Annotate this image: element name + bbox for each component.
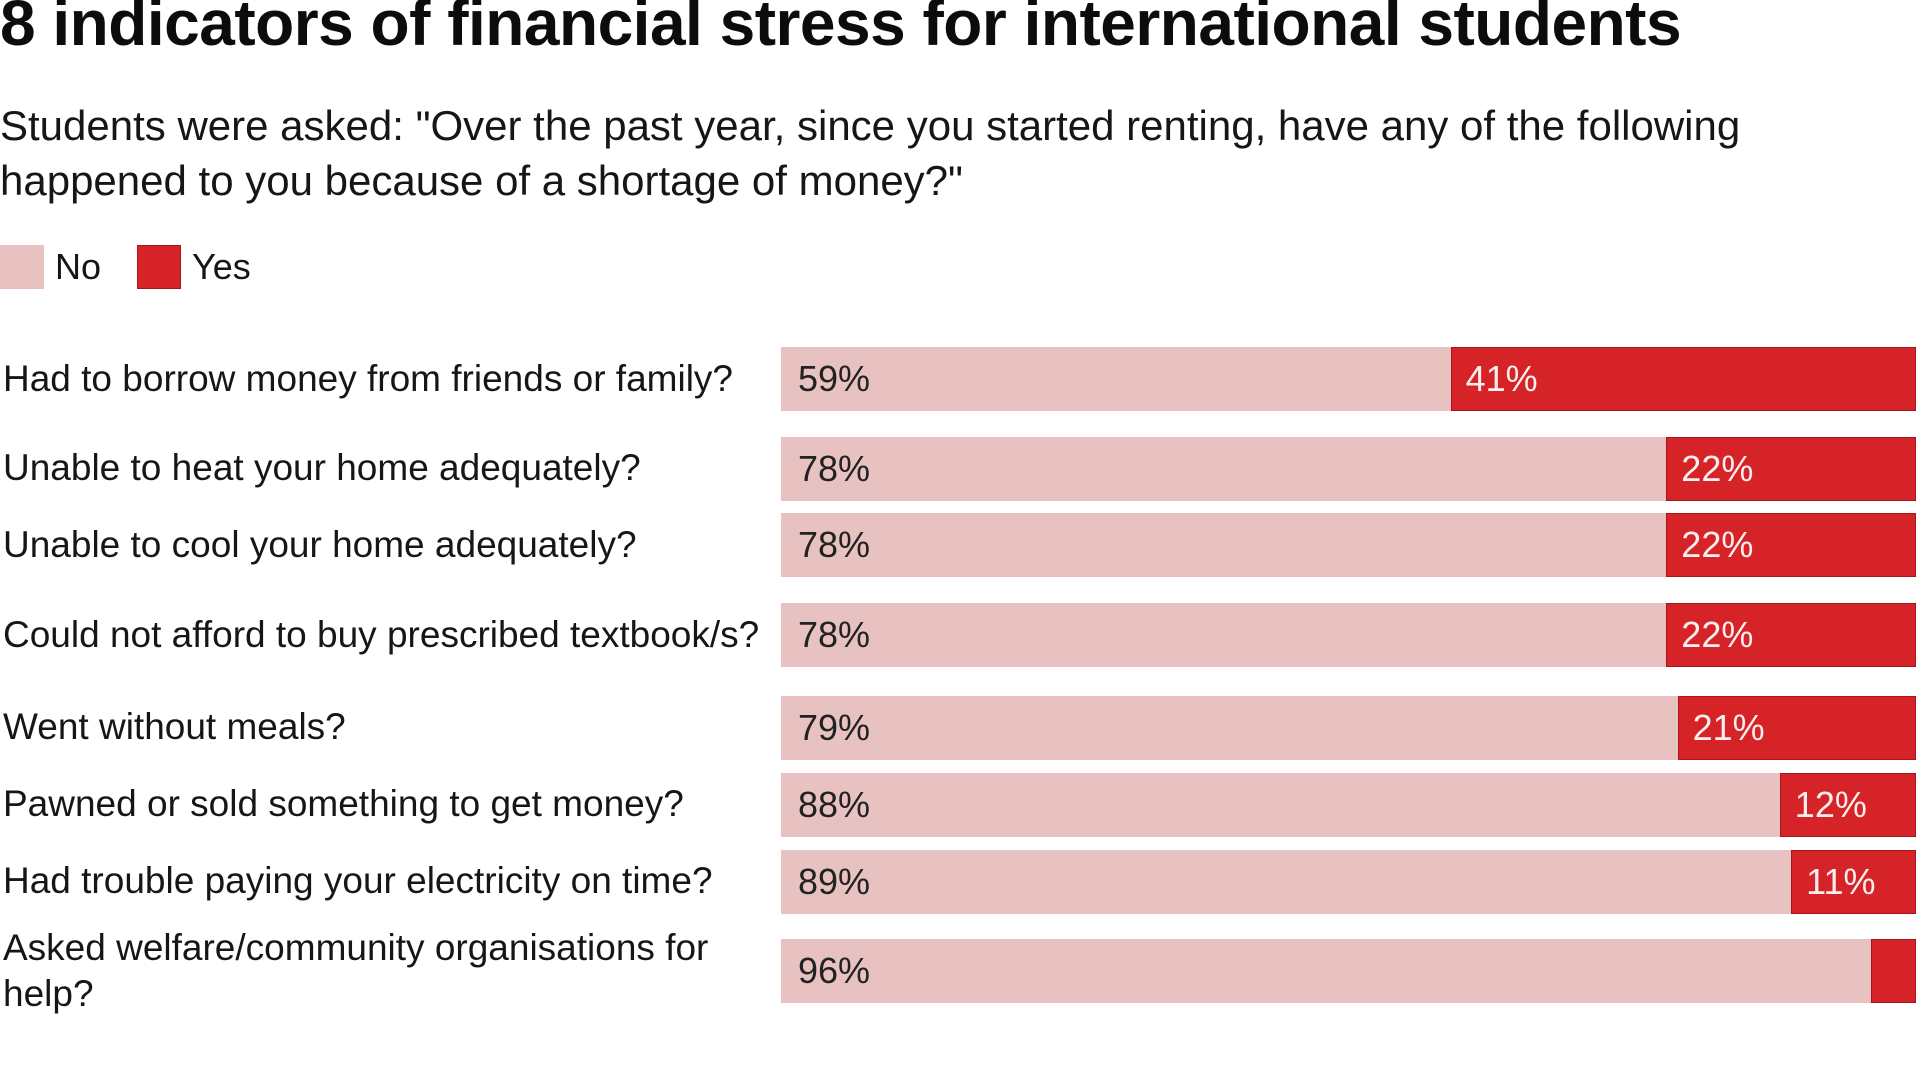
bar-segment-yes: 22% (1666, 437, 1916, 501)
stacked-bar: 88% 12% (781, 773, 1916, 837)
stacked-bar: 96% (781, 939, 1916, 1003)
category-label: Pawned or sold something to get money? (3, 783, 684, 824)
stacked-bar: 78% 22% (781, 513, 1916, 577)
category-label: Asked welfare/community organisations fo… (3, 927, 709, 1014)
bar-segment-yes: 11% (1791, 850, 1916, 914)
bar-segment-no: 79% (781, 696, 1678, 760)
bar-segment-yes: 22% (1666, 513, 1916, 577)
bar-segment-no: 89% (781, 850, 1792, 914)
stacked-bar: 59% 41% (781, 347, 1916, 411)
bar-segment-yes: 41% (1450, 347, 1916, 411)
stacked-bar: 79% 21% (781, 696, 1916, 760)
legend-swatch-no (0, 245, 44, 289)
bar-segment-no: 59% (781, 347, 1451, 411)
legend-label-yes: Yes (192, 246, 251, 287)
chart-title: 8 indicators of financial stress for int… (0, 0, 1682, 59)
stacked-bar: 78% 22% (781, 603, 1916, 667)
bar-segment-yes: 22% (1666, 603, 1916, 667)
legend-swatch-yes (137, 245, 182, 289)
legend: No Yes (0, 245, 287, 289)
legend-label-no: No (55, 246, 102, 287)
stacked-bar: 78% 22% (781, 437, 1916, 501)
bar-segment-yes: 12% (1779, 773, 1916, 837)
bar-segment-no: 78% (781, 513, 1667, 577)
category-label: Unable to heat your home adequately? (3, 447, 641, 488)
category-label: Had trouble paying your electricity on t… (3, 860, 713, 901)
category-label: Went without meals? (3, 706, 346, 747)
bar-segment-no: 88% (781, 773, 1780, 837)
category-label: Unable to cool your home adequately? (3, 524, 637, 565)
bar-segment-no: 78% (781, 437, 1667, 501)
category-label: Could not afford to buy prescribed textb… (3, 614, 760, 655)
bar-segment-yes (1870, 939, 1916, 1003)
stacked-bar: 89% 11% (781, 850, 1916, 914)
chart-subtitle: Students were asked: "Over the past year… (0, 102, 1741, 204)
bar-segment-no: 78% (781, 603, 1667, 667)
bar-segment-no: 96% (781, 939, 1871, 1003)
bar-segment-yes: 21% (1677, 696, 1916, 760)
category-label: Had to borrow money from friends or fami… (3, 358, 733, 399)
